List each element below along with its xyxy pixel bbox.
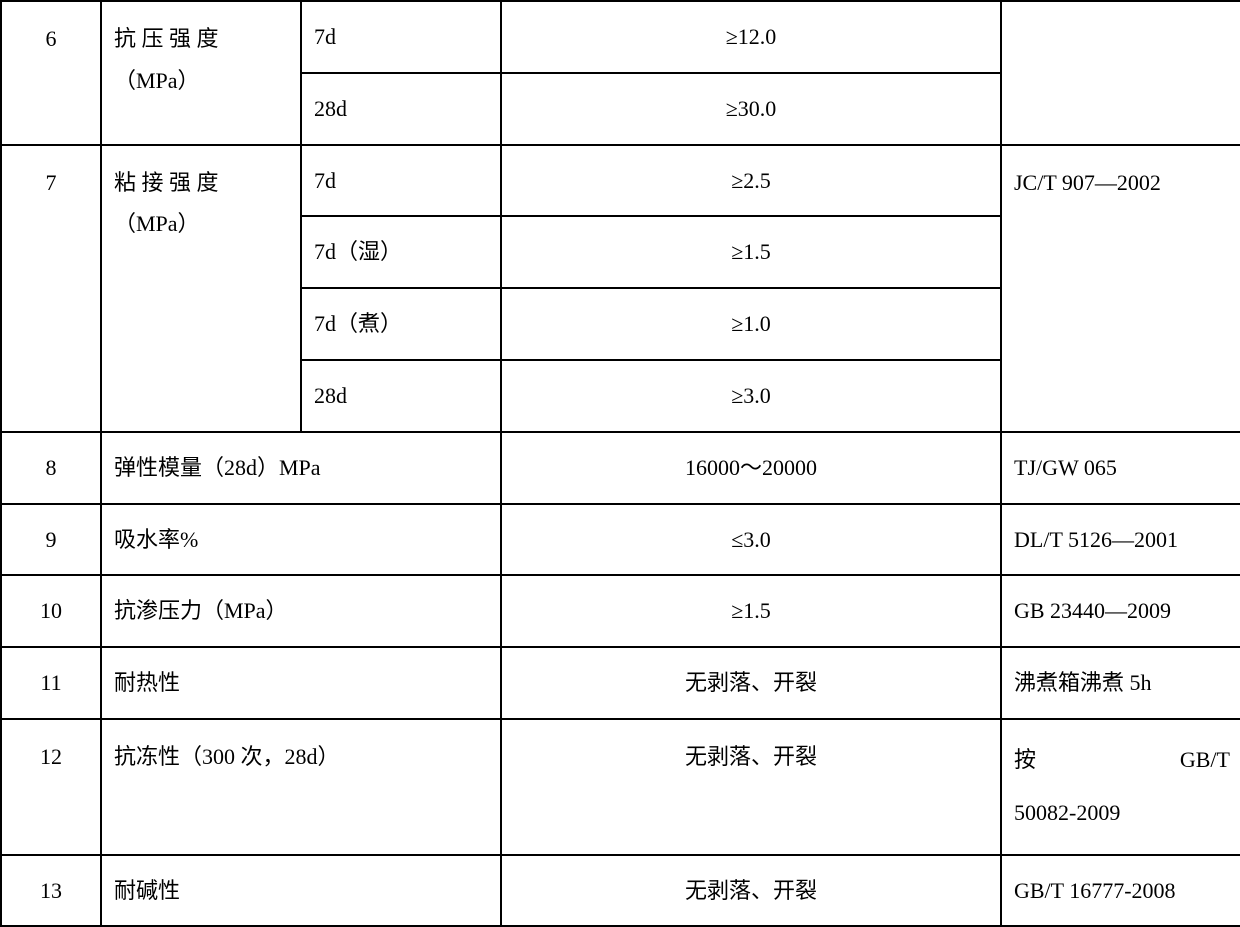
table-row: 12 抗冻性（300 次，28d） 无剥落、开裂 按 GB/T 50082-20… [1, 719, 1240, 855]
row-num: 13 [1, 855, 101, 927]
row-num: 7 [1, 145, 101, 432]
sub-label: 7d（湿） [301, 216, 501, 288]
row-value: ≥1.5 [501, 575, 1001, 647]
table-row: 7 粘 接 强 度（MPa） 7d ≥2.5 JC/T 907—2002 [1, 145, 1240, 217]
row-num: 11 [1, 647, 101, 719]
row-standard: 按 GB/T 50082-2009 [1001, 719, 1240, 855]
sub-label: 28d [301, 360, 501, 432]
row-value: 无剥落、开裂 [501, 719, 1001, 855]
row-num: 6 [1, 1, 101, 145]
standard-prefix: 按 [1014, 734, 1036, 787]
sub-label: 7d [301, 145, 501, 217]
row-name: 抗渗压力（MPa） [101, 575, 501, 647]
table-row: 13 耐碱性 无剥落、开裂 GB/T 16777-2008 [1, 855, 1240, 927]
sub-value: ≥2.5 [501, 145, 1001, 217]
row-standard: DL/T 5126—2001 [1001, 504, 1240, 576]
row-standard [1001, 1, 1240, 145]
sub-value: ≥3.0 [501, 360, 1001, 432]
standard-line2: 50082-2009 [1014, 787, 1230, 840]
table-row: 9 吸水率% ≤3.0 DL/T 5126—2001 [1, 504, 1240, 576]
row-num: 10 [1, 575, 101, 647]
row-value: 16000～20000 [501, 432, 1001, 504]
sub-value: ≥12.0 [501, 1, 1001, 73]
row-name: 抗 压 强 度（MPa） [101, 1, 301, 145]
sub-value: ≥30.0 [501, 73, 1001, 145]
spec-table: 6 抗 压 强 度（MPa） 7d ≥12.0 28d ≥30.0 7 粘 接 … [0, 0, 1240, 927]
row-value: ≤3.0 [501, 504, 1001, 576]
table-row: 6 抗 压 强 度（MPa） 7d ≥12.0 [1, 1, 1240, 73]
sub-value: ≥1.5 [501, 216, 1001, 288]
row-name: 吸水率% [101, 504, 501, 576]
sub-value: ≥1.0 [501, 288, 1001, 360]
row-name: 抗冻性（300 次，28d） [101, 719, 501, 855]
table-row: 8 弹性模量（28d）MPa 16000～20000 TJ/GW 065 [1, 432, 1240, 504]
table-row: 11 耐热性 无剥落、开裂 沸煮箱沸煮 5h [1, 647, 1240, 719]
row-name: 弹性模量（28d）MPa [101, 432, 501, 504]
row-num: 9 [1, 504, 101, 576]
row-num: 8 [1, 432, 101, 504]
row-standard: JC/T 907—2002 [1001, 145, 1240, 432]
row-value: 无剥落、开裂 [501, 855, 1001, 927]
row-value: 无剥落、开裂 [501, 647, 1001, 719]
row-standard: GB/T 16777-2008 [1001, 855, 1240, 927]
standard-suffix: GB/T [1180, 734, 1230, 787]
sub-label: 7d（煮） [301, 288, 501, 360]
row-name: 耐热性 [101, 647, 501, 719]
row-name: 耐碱性 [101, 855, 501, 927]
row-standard: 沸煮箱沸煮 5h [1001, 647, 1240, 719]
row-standard: GB 23440—2009 [1001, 575, 1240, 647]
row-name: 粘 接 强 度（MPa） [101, 145, 301, 432]
sub-label: 28d [301, 73, 501, 145]
row-standard: TJ/GW 065 [1001, 432, 1240, 504]
row-num: 12 [1, 719, 101, 855]
table-row: 10 抗渗压力（MPa） ≥1.5 GB 23440—2009 [1, 575, 1240, 647]
sub-label: 7d [301, 1, 501, 73]
